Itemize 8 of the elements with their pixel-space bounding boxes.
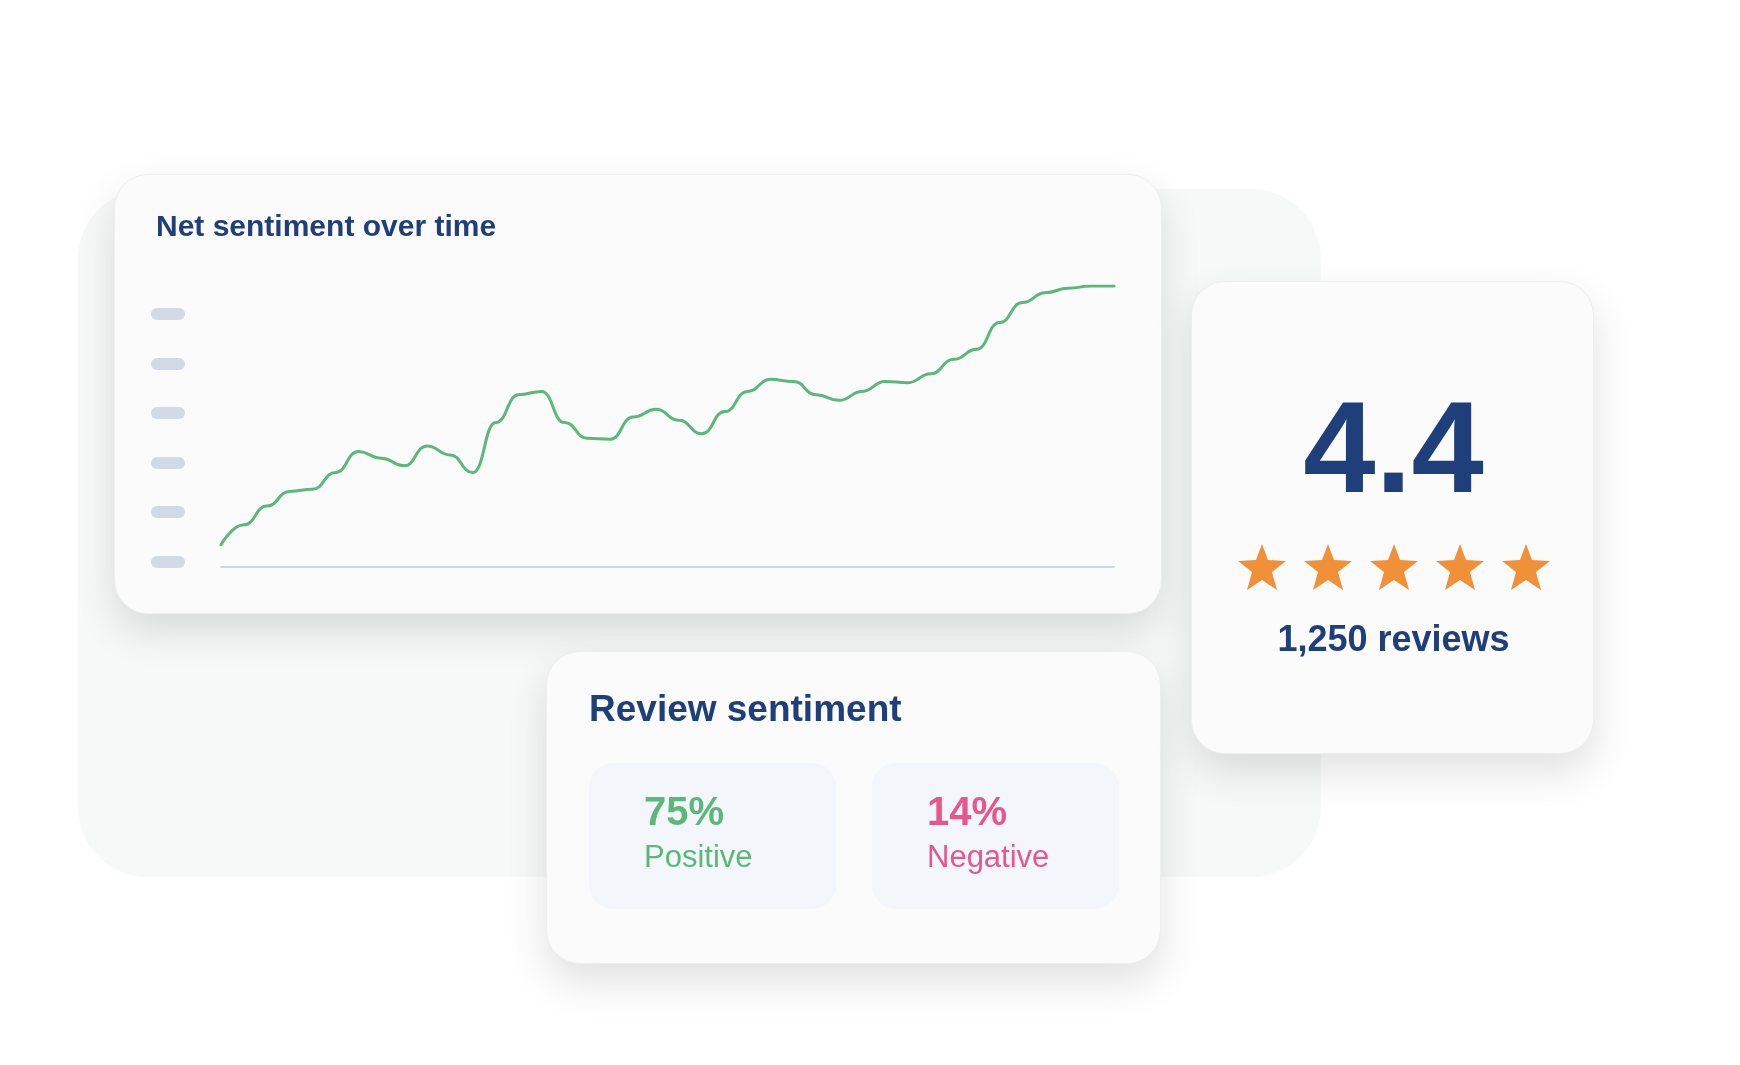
text: 1,250 reviews [1276,618,1511,660]
text: 14% [927,789,1008,834]
text: Review sentiment [589,688,902,730]
text: Negative [927,839,1050,875]
text: Positive [644,839,753,875]
text: 75% [644,789,725,834]
text: 4.4 [1302,374,1485,520]
chart-title: Net sentiment over time [156,208,497,242]
